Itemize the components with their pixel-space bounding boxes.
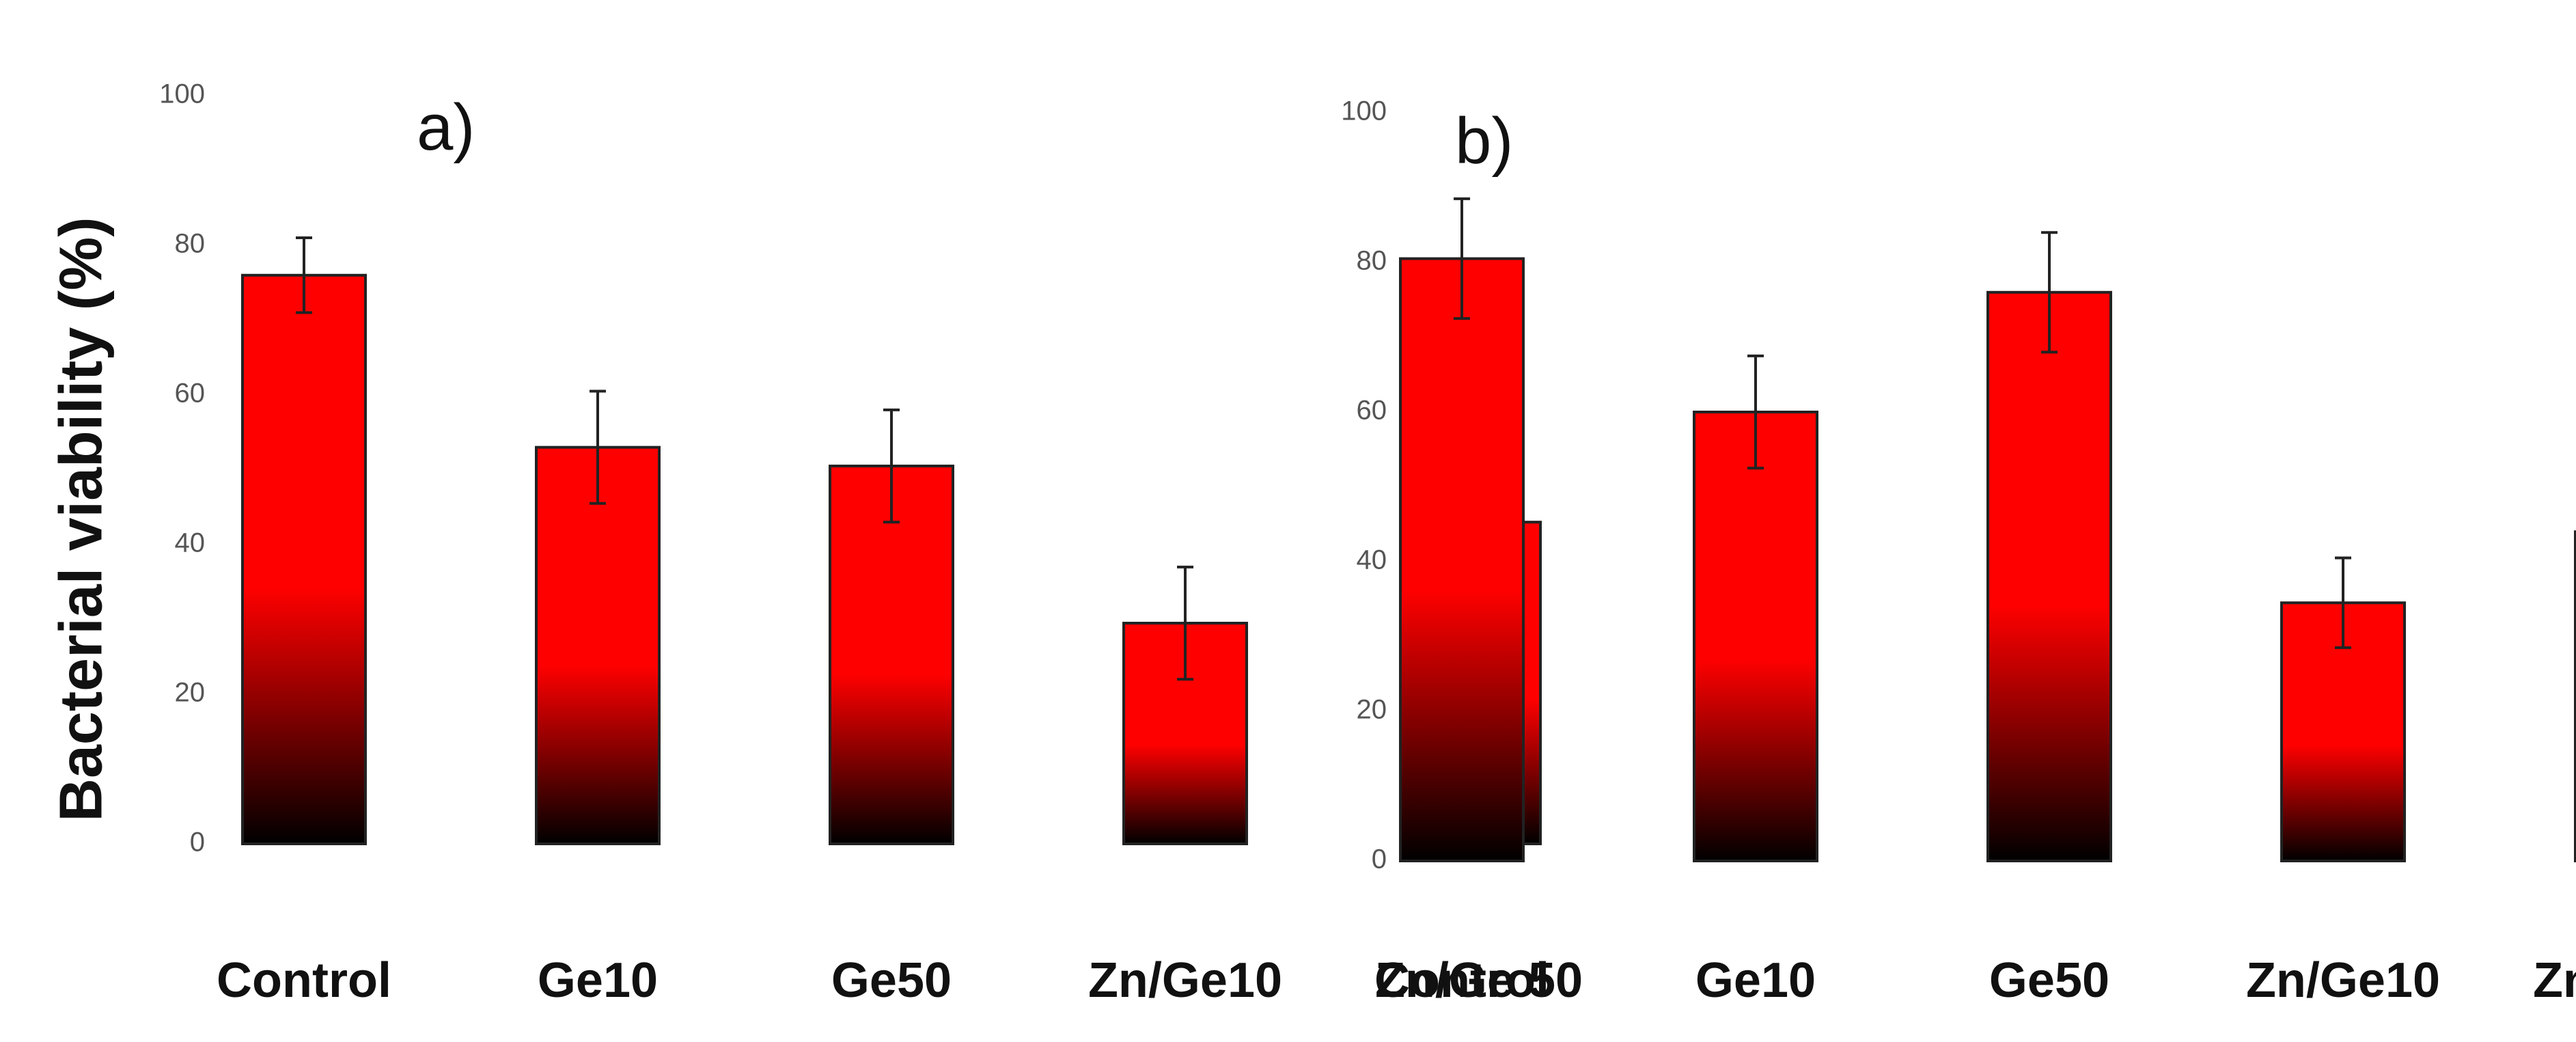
- category-label-b-4: Zn/Ge 50: [2533, 953, 2576, 1008]
- y-tick-label-a: 0: [190, 827, 205, 858]
- y-tick-label-b: 40: [1357, 545, 1387, 575]
- bar-a-1: [535, 445, 661, 845]
- chart-panel-b: b) 0 20 40 60 80 100 Control Ge10 Ge50 Zn/Ge10 Zn/G…: [1341, 96, 2576, 1008]
- category-label-a-0: Control: [217, 953, 391, 1008]
- category-label-b-3: Zn/Ge10: [2246, 953, 2440, 1008]
- bar-b-2: [1986, 290, 2112, 862]
- bar-b-0: [1399, 257, 1525, 862]
- category-label-a-3: Zn/Ge10: [1088, 953, 1282, 1008]
- bar-a-2: [829, 465, 954, 845]
- bar-a-0: [241, 273, 367, 845]
- category-label-b-1: Ge10: [1695, 953, 1816, 1008]
- y-tick-label-b: 0: [1372, 845, 1387, 875]
- y-tick-label-a: 40: [175, 528, 206, 558]
- category-label-a-2: Ge50: [831, 953, 952, 1008]
- category-label-a-1: Ge10: [538, 953, 658, 1008]
- y-tick-label-a: 80: [175, 229, 206, 259]
- panel-label-a: a): [417, 91, 475, 164]
- category-label-b-0: Control: [1374, 953, 1549, 1008]
- y-tick-label-b: 100: [1341, 96, 1387, 126]
- y-tick-label-b: 20: [1357, 695, 1387, 725]
- bar-b-1: [1693, 411, 1818, 862]
- y-tick-label-a: 100: [159, 79, 205, 109]
- y-tick-label-a: 60: [175, 379, 206, 409]
- y-axis-label: Bacterial viability (%): [46, 217, 114, 821]
- y-tick-label-a: 20: [175, 678, 206, 708]
- category-label-b-2: Ge50: [1989, 953, 2109, 1008]
- panel-label-b: b): [1455, 105, 1513, 178]
- y-tick-label-b: 60: [1357, 396, 1387, 426]
- category-label-a-4: Zn/Ge 50: [1375, 953, 1583, 1008]
- y-tick-label-b: 80: [1357, 246, 1387, 276]
- chart-panel-a: a) 0 20 40 60 80 100 Control Ge10 Ge50 Zn/Ge10 Zn/G…: [159, 79, 1583, 1008]
